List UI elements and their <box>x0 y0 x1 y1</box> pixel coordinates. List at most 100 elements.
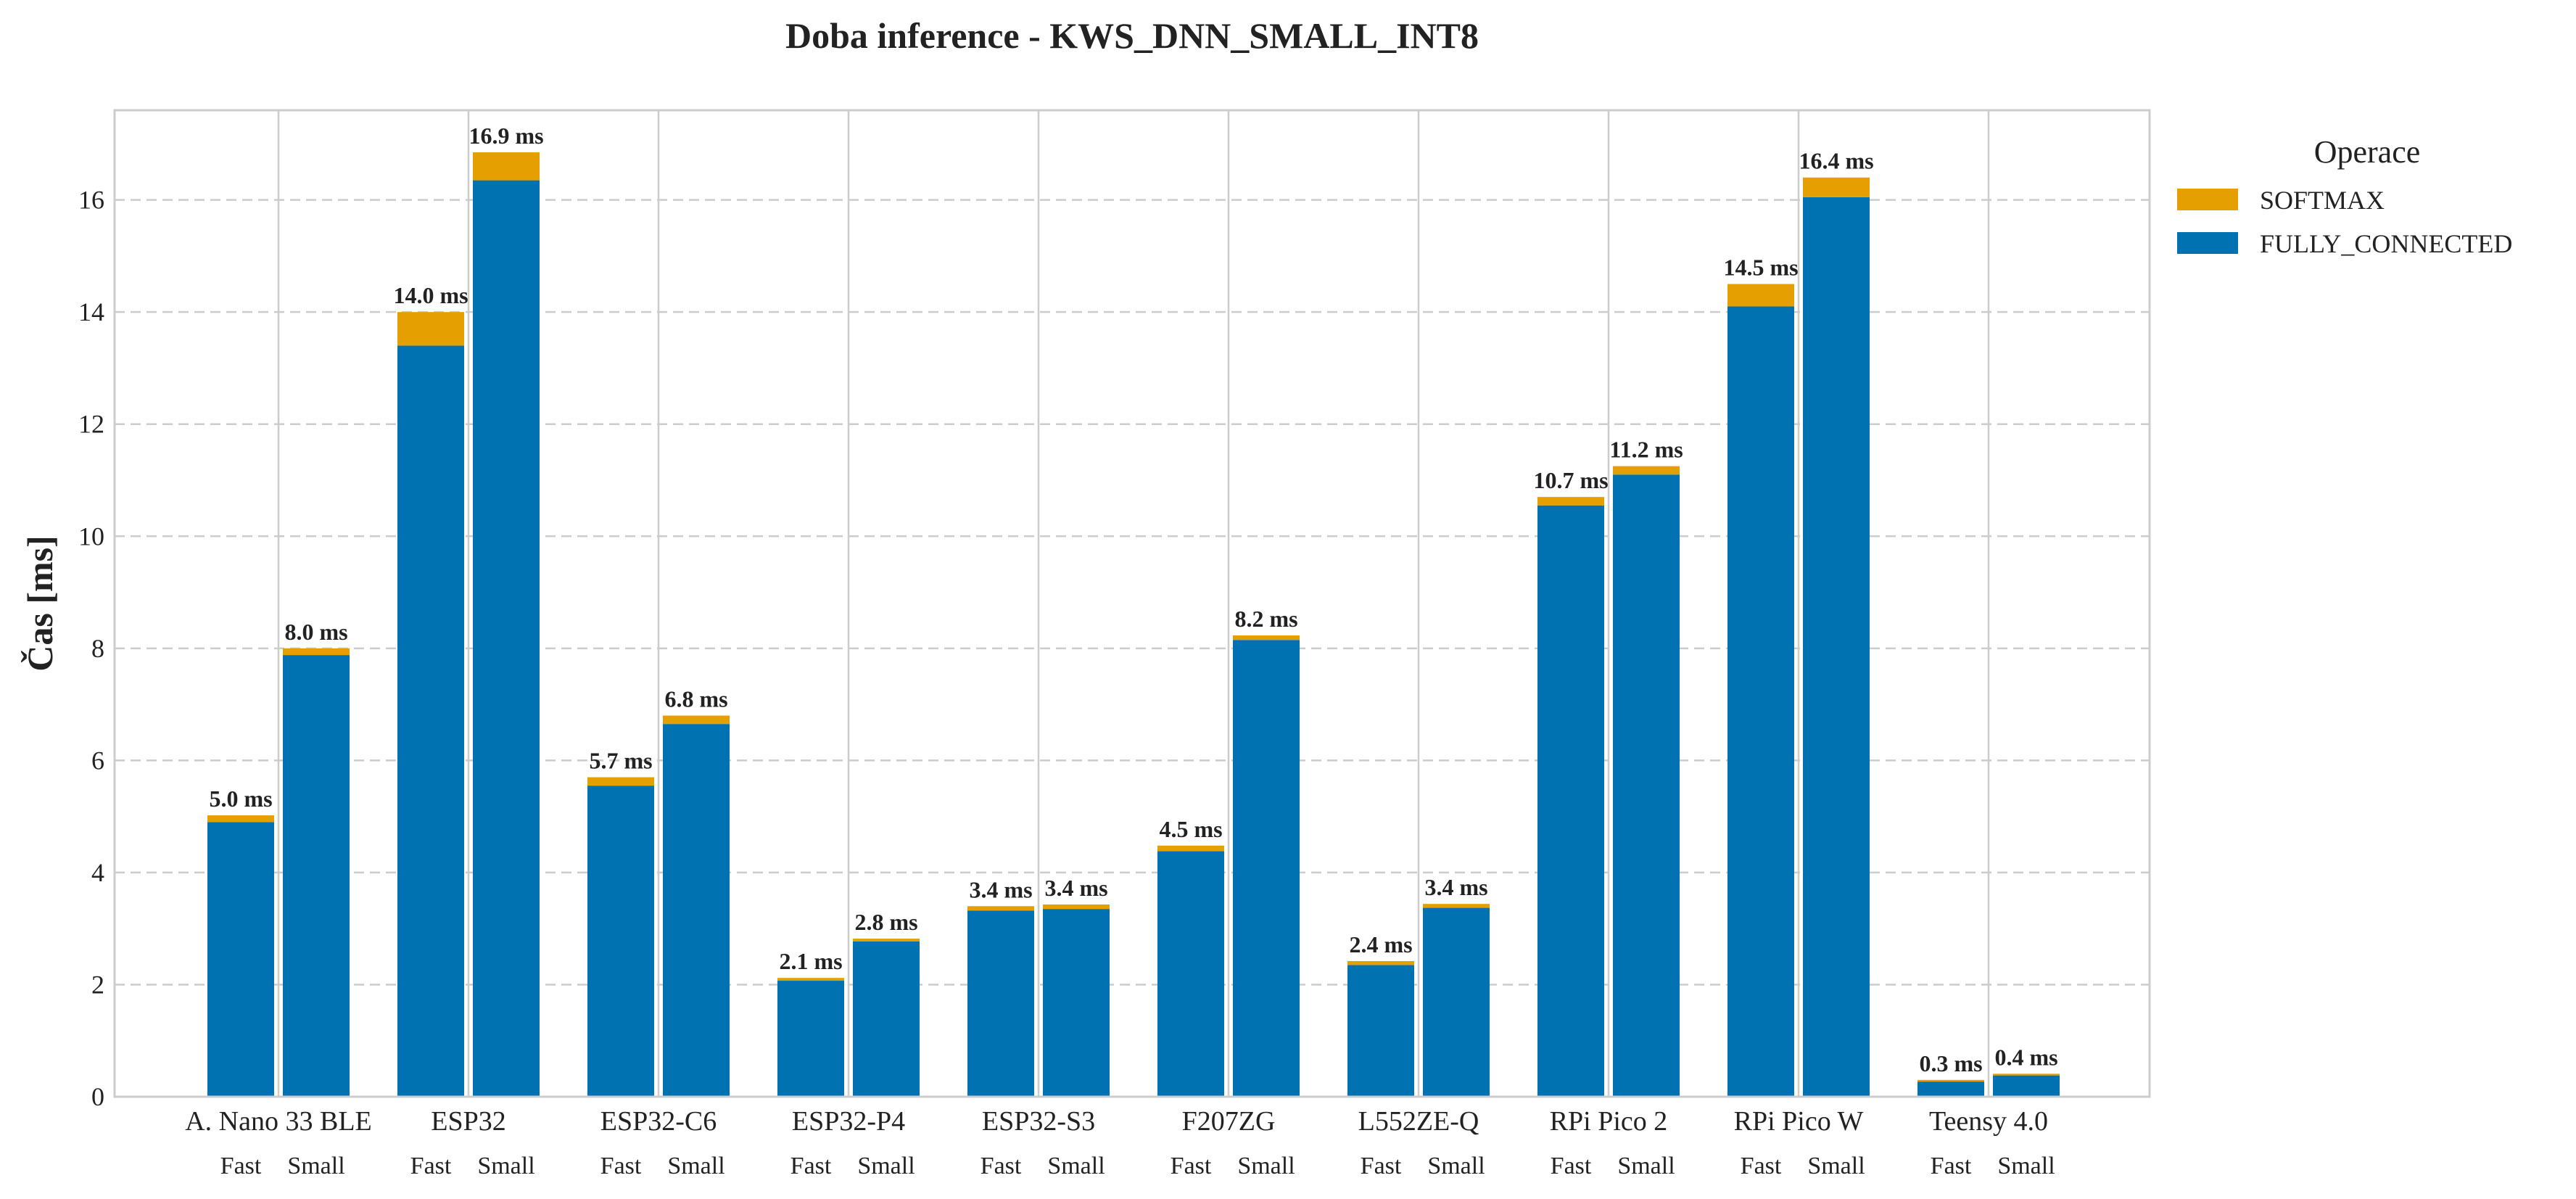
x-subcategory-label: Fast <box>220 1153 262 1179</box>
y-tick-label: 10 <box>78 522 104 551</box>
x-subcategory-label: Fast <box>1551 1153 1592 1179</box>
bar-softmax <box>1157 845 1224 852</box>
x-subcategory-label: Small <box>1997 1153 2055 1179</box>
bar-fully-connected <box>587 786 654 1097</box>
bar-total-label: 16.4 ms <box>1799 148 1873 174</box>
bar-softmax <box>1233 635 1300 640</box>
y-tick-label: 4 <box>91 858 104 887</box>
x-subcategory-label: Small <box>1617 1153 1675 1179</box>
bar-total-label: 0.3 ms <box>1919 1050 1982 1076</box>
bar-total-label: 10.7 ms <box>1533 467 1608 493</box>
bar-softmax <box>967 906 1034 911</box>
bar-fully-connected <box>1993 1075 2060 1097</box>
bar-total-label: 2.1 ms <box>779 948 842 974</box>
x-subcategory-label: Fast <box>1361 1153 1402 1179</box>
bar-fully-connected <box>283 655 350 1097</box>
chart-title: Doba inference - KWS_DNN_SMALL_INT8 <box>785 15 1479 56</box>
bar-total-label: 4.5 ms <box>1159 816 1222 842</box>
bar-fully-connected <box>1613 474 1680 1097</box>
bar-total-label: 2.4 ms <box>1349 931 1412 957</box>
labels: 0 2 4 6 8 10 12 14 16 5.0 ms Fast 8.0 ms Small A. Nan… <box>78 123 2058 1179</box>
x-subcategory-label: Small <box>1807 1153 1865 1179</box>
legend-swatch <box>2177 189 2238 210</box>
bar-fully-connected <box>1537 505 1604 1097</box>
bar-fully-connected <box>1043 909 1110 1097</box>
y-tick-label: 12 <box>78 410 104 439</box>
bar-total-label: 0.4 ms <box>1994 1044 2057 1070</box>
bar-fully-connected <box>663 724 730 1097</box>
bar-softmax <box>777 978 844 981</box>
x-subcategory-label: Fast <box>1931 1153 1972 1179</box>
x-category-label: A. Nano 33 BLE <box>185 1106 372 1137</box>
bar-softmax <box>587 777 654 786</box>
bar-fully-connected <box>777 981 844 1097</box>
bar-softmax <box>853 939 920 942</box>
bar-softmax <box>1803 177 1870 197</box>
x-subcategory-label: Fast <box>1741 1153 1782 1179</box>
bar-softmax <box>663 715 730 725</box>
bar-total-label: 14.5 ms <box>1723 255 1798 281</box>
x-category-label: ESP32 <box>431 1106 505 1137</box>
bar-total-label: 2.8 ms <box>854 909 917 935</box>
bar-softmax <box>397 312 464 346</box>
bar-fully-connected <box>1233 640 1300 1097</box>
bars <box>207 152 2060 1097</box>
bar-fully-connected <box>1727 306 1794 1097</box>
bar-total-label: 8.2 ms <box>1234 606 1297 632</box>
y-tick-label: 0 <box>91 1082 104 1111</box>
bar-softmax <box>1613 466 1680 475</box>
x-subcategory-label: Small <box>477 1153 534 1179</box>
x-subcategory-label: Small <box>287 1153 344 1179</box>
bar-fully-connected <box>853 941 920 1097</box>
bar-total-label: 6.8 ms <box>664 686 727 712</box>
bar-fully-connected <box>1803 197 1870 1097</box>
bar-total-label: 3.4 ms <box>1044 875 1107 901</box>
bar-fully-connected <box>1423 907 1490 1097</box>
x-subcategory-label: Small <box>857 1153 915 1179</box>
bar-softmax <box>1727 284 1794 307</box>
bar-fully-connected <box>1347 965 1414 1097</box>
x-subcategory-label: Fast <box>1171 1153 1212 1179</box>
x-subcategory-label: Fast <box>600 1153 642 1179</box>
bar-softmax <box>1917 1079 1984 1082</box>
bar-fully-connected <box>967 910 1034 1097</box>
bar-fully-connected <box>1157 851 1224 1097</box>
x-category-label: ESP32-S3 <box>982 1106 1095 1137</box>
x-subcategory-label: Small <box>1047 1153 1105 1179</box>
bar-total-label: 5.7 ms <box>589 748 652 774</box>
legend-label: FULLY_CONNECTED <box>2260 229 2512 258</box>
y-tick-label: 2 <box>91 970 104 999</box>
legend-swatch <box>2177 232 2238 254</box>
x-category-label: Teensy 4.0 <box>1929 1106 2048 1137</box>
bar-fully-connected <box>207 822 274 1097</box>
bar-total-label: 8.0 ms <box>284 619 347 645</box>
y-tick-label: 14 <box>78 297 104 326</box>
plot-frame <box>113 109 2151 1098</box>
x-category-label: L552ZE-Q <box>1358 1106 1479 1137</box>
x-category-label: RPi Pico 2 <box>1550 1106 1668 1137</box>
bar-total-label: 16.9 ms <box>468 123 543 149</box>
y-tick-label: 6 <box>91 746 104 775</box>
legend-title: Operace <box>2314 134 2421 170</box>
x-subcategory-label: Small <box>667 1153 724 1179</box>
x-subcategory-label: Small <box>1237 1153 1295 1179</box>
x-subcategory-label: Fast <box>981 1153 1022 1179</box>
x-category-label: RPi Pico W <box>1734 1106 1864 1137</box>
x-subcategory-label: Fast <box>790 1153 832 1179</box>
x-subcategory-label: Small <box>1427 1153 1485 1179</box>
bar-total-label: 14.0 ms <box>393 282 468 308</box>
bar-softmax <box>473 152 540 181</box>
bar-softmax <box>1043 904 1110 910</box>
bar-total-label: 3.4 ms <box>1424 874 1487 900</box>
x-subcategory-label: Fast <box>410 1153 452 1179</box>
x-category-label: F207ZG <box>1182 1106 1276 1137</box>
bar-fully-connected <box>1917 1081 1984 1097</box>
bar-softmax <box>283 648 350 656</box>
bar-fully-connected <box>473 180 540 1097</box>
x-category-label: ESP32-C6 <box>600 1106 717 1137</box>
bar-total-label: 11.2 ms <box>1609 437 1683 463</box>
y-tick-label: 16 <box>78 186 104 215</box>
bar-softmax <box>207 815 274 823</box>
